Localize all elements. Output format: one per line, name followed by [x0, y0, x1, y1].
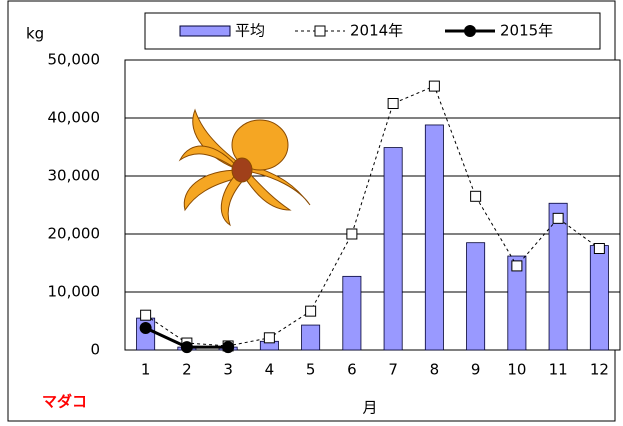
- x-tick-label: 2: [182, 361, 192, 379]
- series-line: [145, 85, 600, 347]
- x-tick-label: 5: [306, 361, 316, 379]
- legend-label: 2015年: [500, 22, 553, 40]
- point-marker: [140, 309, 152, 321]
- point-marker: [139, 321, 152, 334]
- bar: [548, 202, 568, 351]
- legend-label: 2014年: [350, 22, 403, 40]
- x-tick-label: 1: [141, 361, 151, 379]
- x-tick-label: 6: [347, 361, 357, 379]
- y-tick-label: 40,000: [48, 109, 101, 127]
- point-marker: [305, 305, 317, 317]
- point-marker: [593, 243, 605, 254]
- point-marker: [346, 228, 358, 240]
- x-tick-label: 7: [388, 361, 398, 379]
- point-marker: [552, 212, 564, 224]
- plot-background: [124, 59, 621, 351]
- x-tick-label: 8: [430, 361, 440, 379]
- bar: [424, 124, 444, 351]
- y-tick-label: 0: [90, 341, 100, 359]
- bar: [507, 255, 527, 351]
- bar: [466, 242, 486, 351]
- point-marker: [428, 80, 440, 92]
- bar: [589, 245, 609, 351]
- point-marker: [464, 25, 476, 37]
- legend-swatch: [179, 25, 231, 37]
- x-axis-label: 月: [362, 399, 377, 417]
- annotation: マダコ: [42, 393, 87, 411]
- bar: [342, 275, 362, 351]
- x-tick-label: 10: [507, 361, 526, 379]
- x-tick-label: 11: [549, 361, 568, 379]
- x-tick-label: 4: [265, 361, 275, 379]
- y-unit: kg: [26, 25, 44, 43]
- point-marker: [263, 332, 275, 344]
- bar: [383, 147, 403, 351]
- y-tick-label: 20,000: [48, 225, 101, 243]
- point-marker: [470, 190, 482, 202]
- y-tick-label: 10,000: [48, 283, 101, 301]
- octopus-illustration: [178, 108, 311, 227]
- x-tick-label: 12: [590, 361, 609, 379]
- point-marker: [387, 98, 399, 109]
- x-tick-label: 9: [471, 361, 481, 379]
- point-marker: [511, 260, 523, 272]
- x-tick-label: 3: [223, 361, 233, 379]
- point-marker: [314, 25, 326, 37]
- legend-label: 平均: [235, 22, 265, 40]
- point-marker: [222, 341, 235, 354]
- bar: [301, 324, 321, 351]
- y-tick-label: 30,000: [48, 167, 101, 185]
- y-tick-label: 50,000: [48, 51, 101, 69]
- point-marker: [180, 341, 193, 354]
